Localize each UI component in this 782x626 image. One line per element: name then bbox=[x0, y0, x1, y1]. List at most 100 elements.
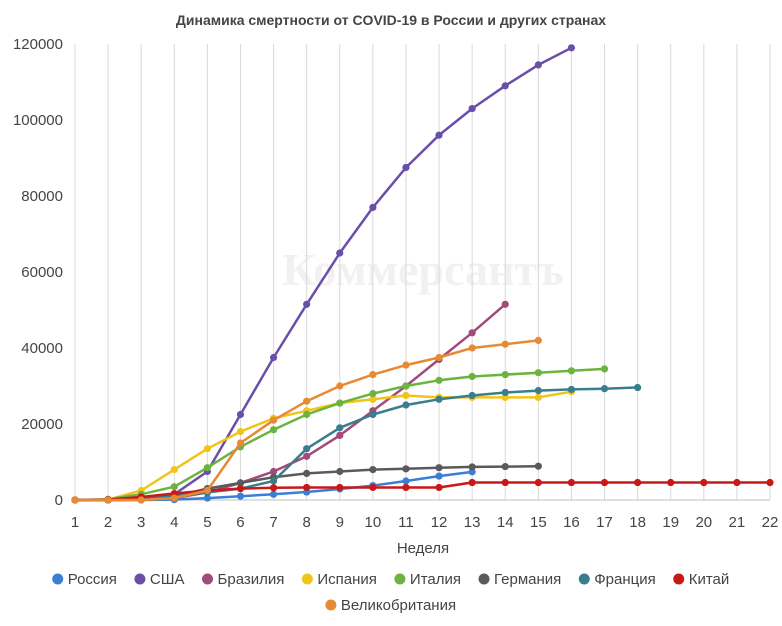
y-tick-label: 20000 bbox=[21, 416, 63, 433]
data-point bbox=[369, 371, 377, 379]
x-tick-label: 12 bbox=[431, 514, 448, 531]
x-tick-label: 16 bbox=[563, 514, 580, 531]
x-tick-label: 2 bbox=[104, 514, 112, 531]
x-tick-label: 8 bbox=[302, 514, 310, 531]
x-tick-label: 3 bbox=[137, 514, 145, 531]
data-point bbox=[468, 344, 476, 352]
data-point bbox=[236, 479, 245, 487]
data-point bbox=[369, 203, 377, 211]
data-point bbox=[170, 466, 178, 474]
data-point bbox=[236, 428, 245, 436]
y-tick-label: 100000 bbox=[13, 112, 63, 129]
x-tick-label: 19 bbox=[662, 514, 679, 531]
x-tick-label: 1 bbox=[71, 514, 79, 531]
data-point bbox=[435, 395, 443, 403]
data-point bbox=[303, 445, 311, 453]
data-point bbox=[236, 492, 245, 500]
series-8 bbox=[71, 336, 542, 504]
data-point bbox=[534, 478, 542, 487]
y-tick-label: 120000 bbox=[13, 36, 63, 53]
x-tick-label: 6 bbox=[236, 514, 244, 531]
legend-label: США bbox=[150, 571, 185, 588]
y-tick-label: 0 bbox=[55, 492, 63, 509]
data-point bbox=[534, 336, 542, 344]
legend-label: Франция bbox=[594, 571, 655, 588]
x-tick-label: 5 bbox=[203, 514, 211, 531]
data-point bbox=[303, 469, 311, 477]
data-point bbox=[236, 485, 245, 493]
legend-marker bbox=[301, 573, 313, 585]
data-point bbox=[468, 463, 476, 471]
x-tick-label: 10 bbox=[365, 514, 382, 531]
data-point bbox=[336, 249, 344, 257]
data-point bbox=[766, 478, 774, 487]
legend-marker bbox=[394, 573, 406, 585]
data-point bbox=[435, 376, 443, 384]
x-tick-label: 17 bbox=[596, 514, 613, 531]
data-point bbox=[303, 452, 311, 460]
x-tick-label: 13 bbox=[464, 514, 481, 531]
data-point bbox=[468, 478, 476, 487]
data-point bbox=[567, 367, 576, 375]
data-point bbox=[104, 496, 112, 504]
data-point bbox=[468, 372, 476, 381]
data-point bbox=[303, 410, 311, 419]
data-point bbox=[369, 390, 377, 398]
data-point bbox=[402, 361, 410, 369]
data-point bbox=[336, 483, 344, 492]
legend-label: Бразилия bbox=[218, 571, 285, 588]
x-tick-label: 22 bbox=[762, 514, 779, 531]
legend: Россия США Бразилия Испания Италия Германия Фр… bbox=[52, 571, 729, 614]
y-tick-label: 40000 bbox=[21, 340, 63, 357]
data-point bbox=[170, 494, 178, 502]
series-line bbox=[73, 390, 573, 502]
data-point bbox=[435, 464, 443, 472]
data-point bbox=[501, 388, 509, 397]
chart-title: Динамика смертности от COVID-19 в России… bbox=[176, 12, 606, 28]
data-point bbox=[501, 340, 509, 348]
data-point bbox=[203, 445, 211, 453]
data-point bbox=[369, 395, 377, 403]
data-point bbox=[501, 462, 509, 471]
data-point bbox=[269, 467, 278, 476]
data-point bbox=[468, 391, 476, 400]
data-point bbox=[269, 426, 278, 434]
data-point bbox=[567, 44, 576, 52]
legend-label: Испания bbox=[317, 571, 377, 588]
legend-marker bbox=[325, 599, 337, 611]
x-tick-label: 20 bbox=[695, 514, 712, 531]
x-axis-label: Неделя bbox=[397, 540, 449, 557]
series-line bbox=[73, 481, 772, 502]
data-point bbox=[435, 483, 443, 492]
watermark: Коммерсантъ bbox=[282, 244, 564, 295]
data-point bbox=[402, 401, 410, 409]
legend-marker bbox=[52, 573, 64, 585]
legend-marker bbox=[478, 573, 490, 585]
data-point bbox=[567, 385, 576, 394]
data-point bbox=[534, 61, 542, 69]
series-layer bbox=[71, 44, 774, 504]
x-tick-label: 14 bbox=[497, 514, 514, 531]
data-point bbox=[534, 369, 542, 377]
legend-item: США bbox=[134, 571, 185, 588]
data-point bbox=[269, 490, 278, 498]
data-point bbox=[468, 329, 476, 337]
x-tick-label: 4 bbox=[170, 514, 178, 531]
data-point bbox=[336, 382, 344, 390]
x-tick-label: 9 bbox=[336, 514, 344, 531]
data-point bbox=[402, 163, 410, 172]
data-point bbox=[203, 494, 211, 502]
data-point bbox=[501, 478, 509, 487]
legend-item: Китай bbox=[673, 571, 729, 588]
data-point bbox=[402, 382, 410, 390]
y-tick-label: 80000 bbox=[21, 188, 63, 205]
data-point bbox=[667, 478, 675, 487]
data-point bbox=[303, 397, 311, 405]
data-point bbox=[534, 462, 542, 470]
x-tick-label: 15 bbox=[530, 514, 547, 531]
legend-marker bbox=[202, 573, 214, 585]
data-point bbox=[600, 385, 609, 393]
axes: 1 2 3 4 5 6 7 8 9 10 11 12 13 14 15 16 17 18 19 20 21 2202000… bbox=[13, 36, 778, 531]
data-point bbox=[501, 300, 509, 308]
